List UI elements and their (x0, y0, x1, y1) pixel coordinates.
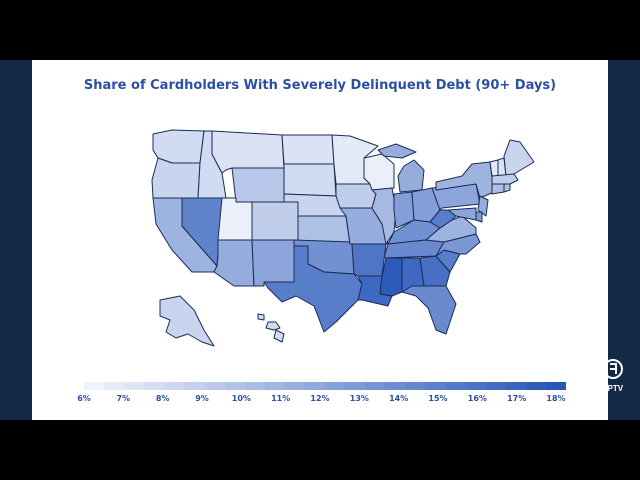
legend-tick-label: 10% (231, 394, 251, 403)
call-sign: WPTV (600, 384, 624, 393)
state-IN (393, 191, 415, 229)
state-WY (231, 167, 285, 203)
legend-tick-label: 6% (77, 394, 91, 403)
state-IA (335, 183, 377, 209)
legend-tick-label: 8% (155, 394, 170, 403)
state-KS (297, 215, 351, 245)
legend-swatch (505, 382, 526, 390)
station-bug: 5:41 57° WPTV (560, 356, 640, 408)
legend-swatch (365, 382, 386, 390)
state-MI (397, 159, 425, 193)
legend-tick-label: 16% (467, 394, 487, 403)
state-NM (251, 239, 295, 287)
legend-swatch (345, 382, 366, 390)
legend-swatch (405, 382, 426, 390)
legend-tick-label: 7% (116, 394, 131, 403)
state-AR (351, 243, 387, 277)
state-AZ (213, 239, 255, 287)
us-choropleth-map (151, 129, 535, 347)
station-logo-icon (603, 359, 623, 379)
legend-swatch (144, 382, 165, 390)
legend-ticks: 6% 7% 8% 9% 10% 11% 12% 13% 14% 15% 16% 17% 18% (72, 394, 568, 406)
legend-swatch (525, 382, 546, 390)
legend-swatch (264, 382, 285, 390)
state-MI-up (377, 143, 417, 159)
legend-swatch (304, 382, 325, 390)
legend-swatch (184, 382, 205, 390)
state-WA (152, 129, 205, 164)
legend-tick-label: 11% (271, 394, 291, 403)
map-panel: Share of Cardholders With Severely Delin… (32, 60, 623, 420)
legend-tick-label: 18% (546, 394, 566, 403)
state-MT (211, 130, 285, 174)
legend-tick-label: 13% (349, 394, 369, 403)
legend-tick-label: 17% (507, 394, 527, 403)
legend-swatch (124, 382, 145, 390)
bug-divider (594, 358, 595, 392)
video-frame: Share of Cardholders With Severely Delin… (0, 60, 640, 420)
legend-swatch (84, 382, 105, 390)
state-CT (491, 183, 505, 195)
legend-swatch (164, 382, 185, 390)
temperature: 57° (564, 370, 583, 384)
state-SD (283, 163, 337, 197)
legend-tick-label: 9% (195, 394, 209, 403)
legend-swatch (425, 382, 446, 390)
state-UT (217, 197, 253, 241)
legend-swatch (385, 382, 406, 390)
state-AK (159, 295, 215, 347)
legend-tick-label: 14% (389, 394, 409, 403)
legend-swatch (284, 382, 305, 390)
state-NJ (477, 195, 489, 217)
state-VT (489, 159, 499, 177)
legend-swatch (445, 382, 466, 390)
state-ME (503, 139, 535, 177)
map-title: Share of Cardholders With Severely Delin… (83, 78, 557, 93)
state-TX (263, 245, 363, 333)
state-MA (491, 173, 519, 185)
clock-time: 5:41 (560, 358, 576, 367)
legend-color-bar (84, 382, 566, 390)
legend-swatch (545, 382, 566, 390)
state-FL (401, 285, 457, 335)
legend-swatch (104, 382, 125, 390)
state-HI (265, 321, 281, 331)
legend-swatch (465, 382, 486, 390)
legend-swatch (204, 382, 225, 390)
legend-tick-label: 12% (310, 394, 330, 403)
state-DE (475, 211, 483, 223)
state-HI-b (257, 313, 265, 321)
legend-tick-label: 15% (428, 394, 448, 403)
state-IL (371, 187, 397, 245)
legend-swatch (244, 382, 265, 390)
legend-swatch (485, 382, 506, 390)
state-HI-c (273, 329, 285, 343)
legend-swatch (224, 382, 245, 390)
state-OR (151, 157, 201, 199)
state-MD (447, 207, 477, 221)
state-CO (251, 201, 299, 241)
state-ND (281, 134, 335, 165)
legend-swatch (324, 382, 346, 390)
state-RI (503, 183, 511, 193)
